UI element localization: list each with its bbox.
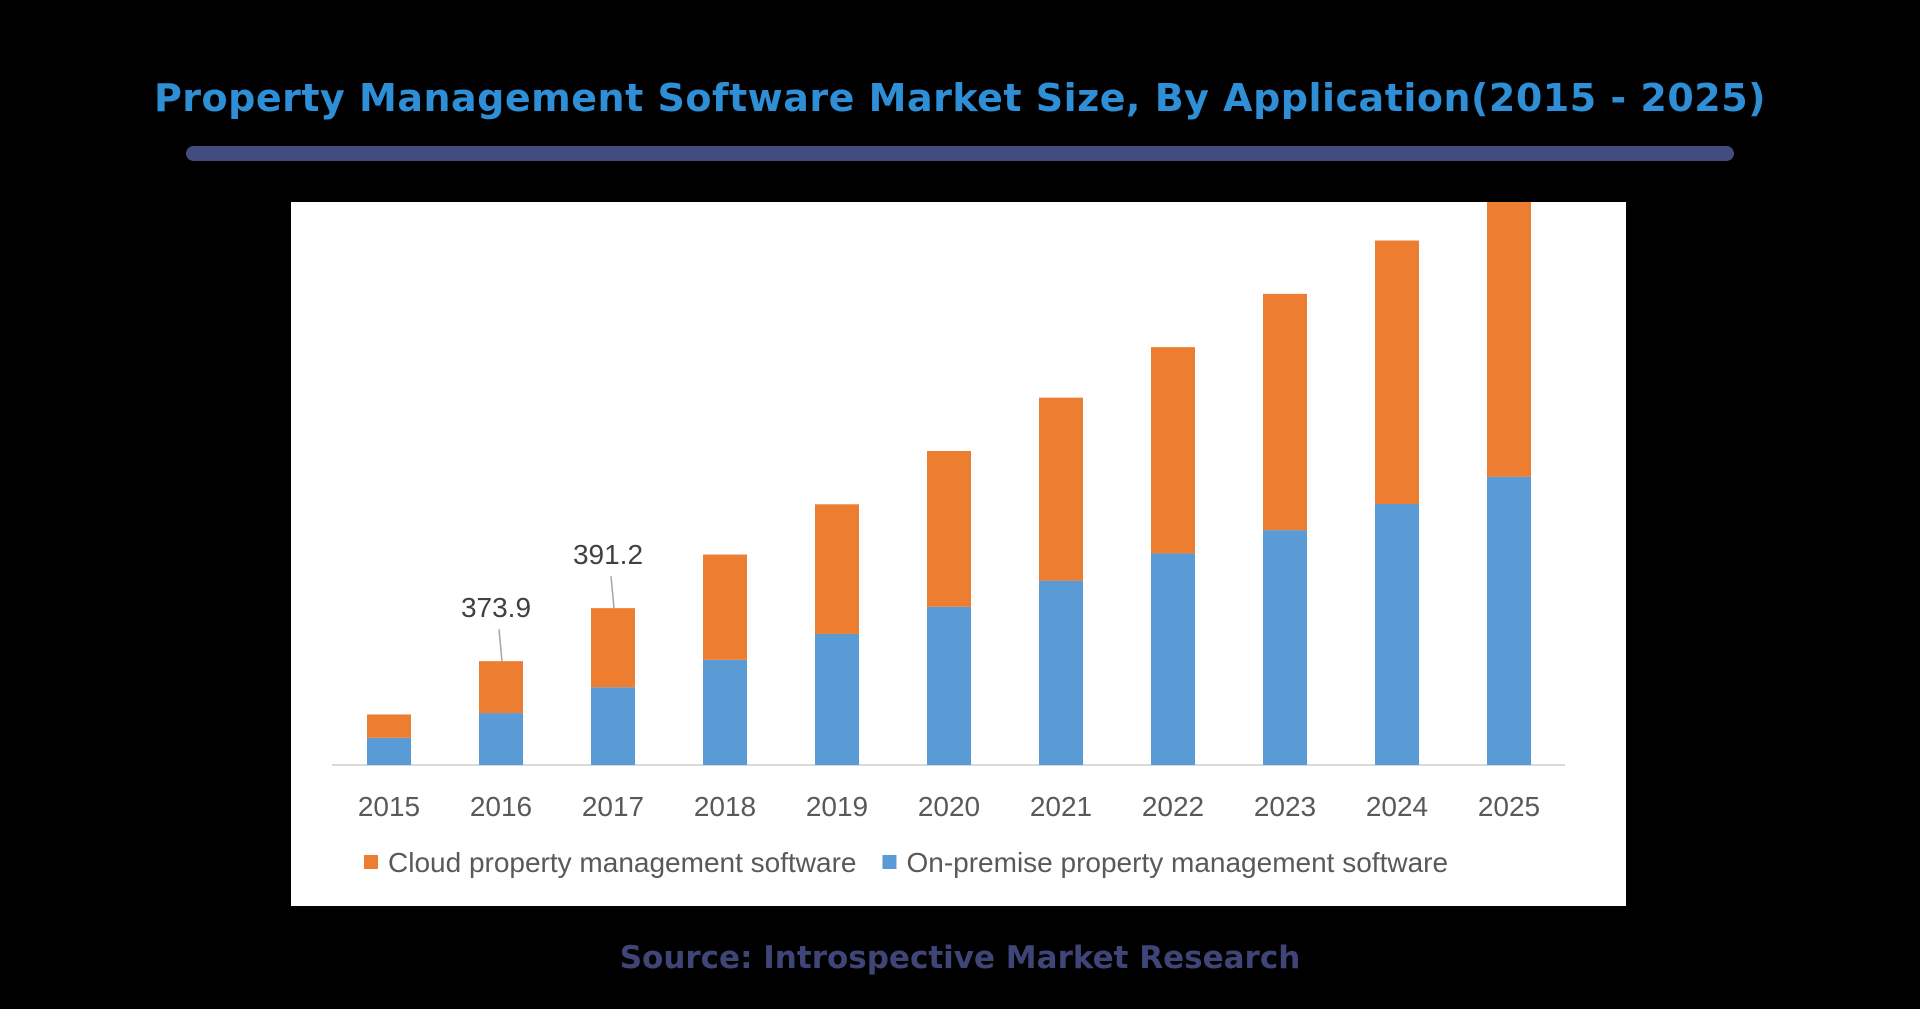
bar-on-premise-2020 (927, 606, 971, 765)
stacked-bar-chart: 2015 2016 373.9 2017 391.2 2018 2019 2020 2021 20… (332, 202, 1565, 878)
bar-on-premise-2019 (815, 633, 859, 765)
x-tick-label-2021: 2021 (1030, 791, 1092, 822)
x-tick-label-2017: 2017 (582, 791, 644, 822)
bar-on-premise-2016 (479, 713, 523, 765)
bar-cloud-2018 (703, 554, 747, 660)
bar-cloud-2016 (479, 661, 523, 714)
legend-label-on-premise: On-premise property management software (906, 847, 1448, 878)
x-tick-label-2025: 2025 (1478, 791, 1540, 822)
bar-cloud-2025 (1487, 202, 1531, 477)
x-tick-label-2024: 2024 (1366, 791, 1428, 822)
chart-title: Property Management Software Market Size… (153, 76, 1767, 120)
annotation-leader-2016 (498, 629, 503, 662)
bar-cloud-2023 (1263, 293, 1307, 531)
bar-cloud-2021 (1039, 397, 1083, 581)
bar-on-premise-2021 (1039, 580, 1083, 765)
bar-on-premise-2022 (1151, 553, 1195, 765)
bar-on-premise-2018 (703, 659, 747, 765)
bar-on-premise-2024 (1375, 504, 1419, 765)
x-tick-label-2022: 2022 (1142, 791, 1204, 822)
source-note: Source: Introspective Market Research (619, 940, 1301, 976)
x-tick-label-2018: 2018 (694, 791, 756, 822)
data-label-2016: 373.9 (461, 592, 531, 623)
bar-cloud-2015 (367, 714, 411, 738)
data-label-2017: 391.2 (573, 539, 643, 570)
bar-on-premise-2017 (591, 687, 635, 765)
bar-cloud-2020 (927, 450, 971, 607)
x-tick-label-2020: 2020 (918, 791, 980, 822)
bar-cloud-2024 (1375, 240, 1419, 505)
annotation-leader-2017 (610, 576, 615, 609)
bar-on-premise-2023 (1263, 530, 1307, 765)
bar-cloud-2017 (591, 608, 635, 688)
bar-on-premise-2025 (1487, 476, 1531, 765)
bar-on-premise-2015 (367, 737, 411, 765)
bar-cloud-2022 (1151, 347, 1195, 554)
x-tick-label-2023: 2023 (1254, 791, 1316, 822)
x-tick-label-2016: 2016 (470, 791, 532, 822)
x-tick-label-2015: 2015 (358, 791, 420, 822)
title-divider (186, 146, 1734, 161)
legend-label-cloud: Cloud property management software (388, 847, 856, 878)
x-tick-label-2019: 2019 (806, 791, 868, 822)
legend-swatch-on-premise (882, 855, 897, 869)
bar-cloud-2019 (815, 504, 859, 634)
chart-panel: 2015 2016 373.9 2017 391.2 2018 2019 2020 2021 20… (291, 202, 1626, 906)
legend-swatch-cloud (364, 855, 378, 869)
